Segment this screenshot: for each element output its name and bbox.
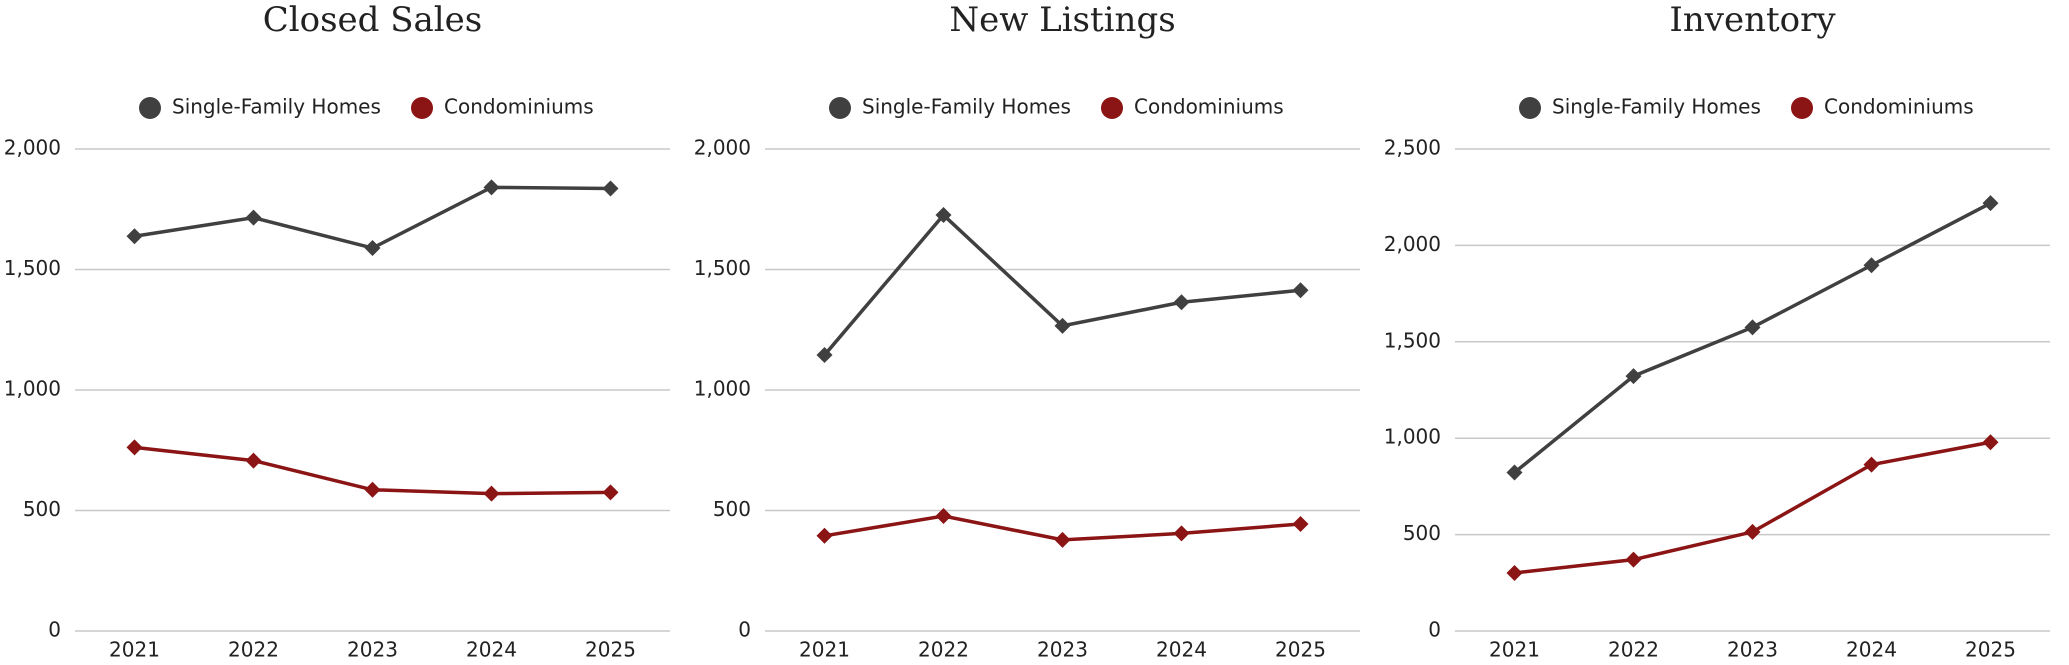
legend-marker [1101, 97, 1123, 119]
x-tick-label: 2022 [918, 638, 969, 662]
legend-label: Single-Family Homes [172, 95, 381, 119]
y-tick-label: 1,500 [694, 256, 751, 280]
point-marker [1863, 456, 1880, 473]
point-marker [935, 508, 952, 525]
series-line [1514, 440, 1991, 575]
point-marker [602, 180, 619, 197]
x-tick-label: 2021 [109, 638, 160, 662]
series-line [1513, 201, 1992, 474]
point-marker [1744, 523, 1761, 540]
y-tick-label: 500 [1403, 521, 1441, 545]
x-tick-label: 2023 [1037, 638, 1088, 662]
point-marker [1054, 317, 1071, 334]
legend-label: Condominiums [1824, 95, 1974, 119]
point-marker [364, 240, 381, 257]
point-marker [483, 485, 500, 502]
legend-marker [829, 97, 851, 119]
point-marker [483, 179, 500, 196]
legend-marker [411, 97, 433, 119]
point-marker [364, 481, 381, 498]
y-tick-label: 1,500 [1384, 328, 1441, 352]
legend-label: Condominiums [444, 95, 594, 119]
y-tick-label: 500 [23, 497, 61, 521]
point-marker [1863, 257, 1880, 274]
legend-label: Condominiums [1134, 95, 1284, 119]
point-marker [816, 527, 833, 544]
series-line [823, 212, 1301, 357]
point-marker [816, 347, 833, 364]
point-marker [1982, 434, 1999, 451]
point-marker [1054, 531, 1071, 548]
y-tick-label: 0 [1428, 618, 1441, 642]
legend-label: Single-Family Homes [1552, 95, 1761, 119]
x-tick-label: 2023 [347, 638, 398, 662]
y-tick-label: 2,000 [694, 136, 751, 160]
y-tick-label: 1,000 [4, 377, 61, 401]
y-tick-label: 1,000 [694, 377, 751, 401]
point-marker [126, 228, 143, 245]
x-tick-label: 2024 [466, 638, 517, 662]
y-tick-label: 2,000 [1384, 232, 1441, 256]
point-marker [245, 209, 262, 226]
x-tick-label: 2021 [1489, 638, 1540, 662]
y-tick-label: 1,000 [1384, 425, 1441, 449]
point-marker [1625, 368, 1642, 385]
point-marker [1292, 515, 1309, 532]
x-tick-label: 2025 [585, 638, 636, 662]
point-marker [602, 484, 619, 501]
x-tick-label: 2024 [1156, 638, 1207, 662]
point-marker [1982, 195, 1999, 212]
point-marker [1173, 525, 1190, 542]
point-marker [935, 207, 952, 224]
point-marker [245, 452, 262, 469]
point-marker [1506, 564, 1523, 581]
x-tick-label: 2021 [799, 638, 850, 662]
point-marker [1292, 282, 1309, 299]
point-marker [1744, 319, 1761, 336]
y-tick-label: 500 [713, 497, 751, 521]
y-tick-label: 0 [738, 618, 751, 642]
legend-marker [1791, 97, 1813, 119]
legend-marker [1519, 97, 1541, 119]
y-tick-label: 2,000 [4, 136, 61, 160]
legend-marker [139, 97, 161, 119]
point-marker [1506, 464, 1523, 481]
series-line [134, 185, 611, 250]
y-tick-label: 1,500 [4, 256, 61, 280]
y-tick-label: 2,500 [1384, 136, 1441, 160]
x-tick-label: 2023 [1727, 638, 1778, 662]
x-tick-label: 2022 [228, 638, 279, 662]
x-tick-label: 2024 [1846, 638, 1897, 662]
legend-label: Single-Family Homes [862, 95, 1071, 119]
x-tick-label: 2025 [1965, 638, 2016, 662]
point-marker [1625, 551, 1642, 568]
x-tick-label: 2022 [1608, 638, 1659, 662]
y-tick-label: 0 [48, 618, 61, 642]
chart-title: New Listings [949, 0, 1175, 40]
point-marker [1173, 294, 1190, 311]
x-tick-label: 2025 [1275, 638, 1326, 662]
chart-title: Closed Sales [263, 0, 483, 40]
chart-title: Inventory [1669, 0, 1836, 40]
point-marker [126, 439, 143, 456]
